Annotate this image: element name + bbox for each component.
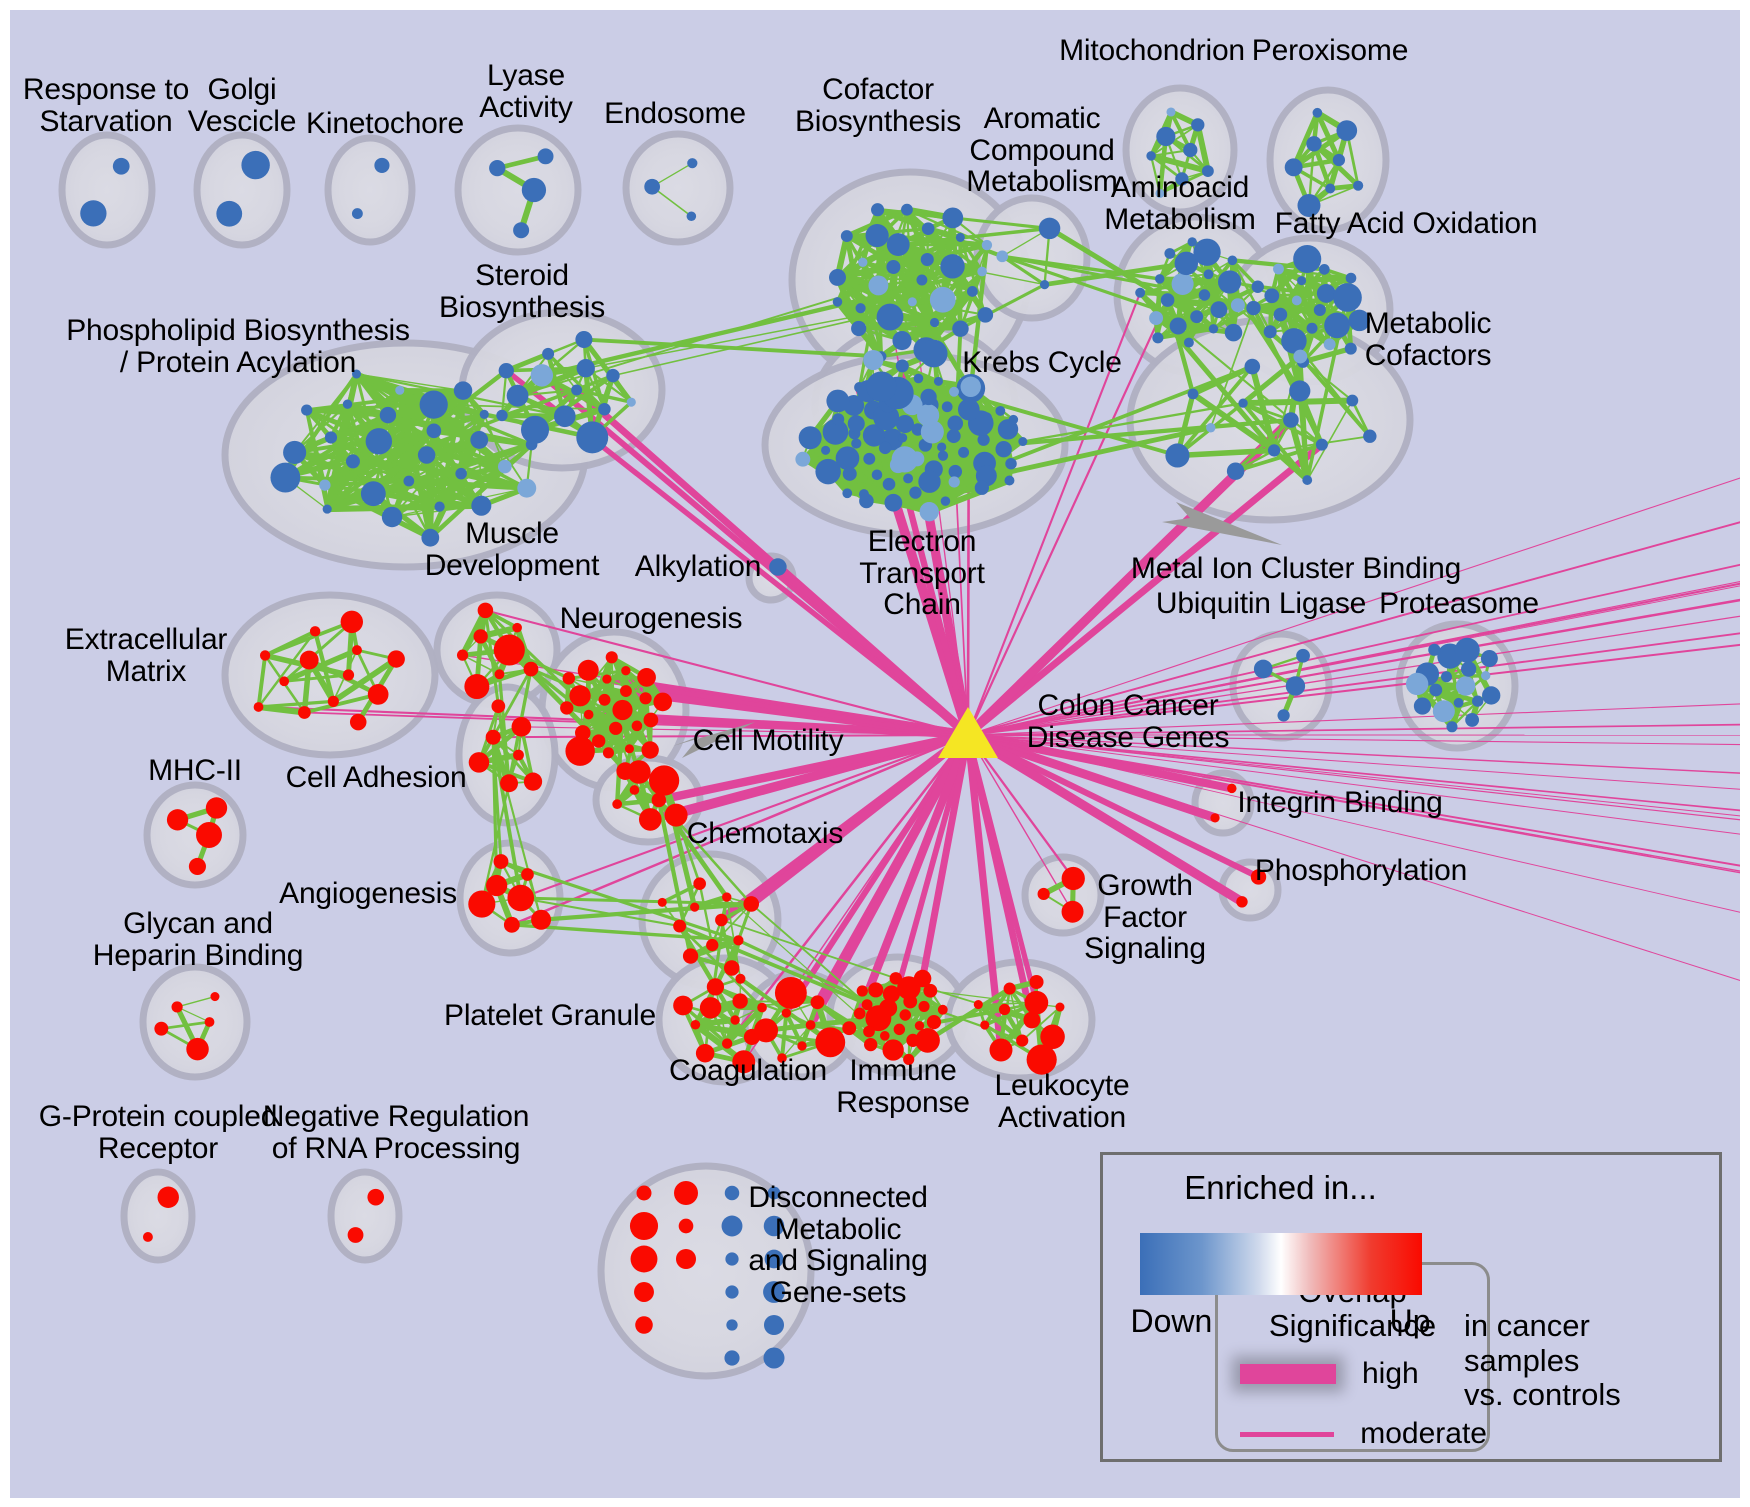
cluster-label-glycan-heparin-binding: Glycan and Heparin Binding <box>92 907 304 972</box>
cluster-label-disconnected-gene-sets: Disconnected Metabolic and Signaling Gen… <box>748 1181 928 1309</box>
moderate-significance-swatch <box>1240 1431 1335 1437</box>
network-canvas: Response to Starvation Golgi Vescicle Kine… <box>10 10 1740 1498</box>
enrichment-legend-side-text: in cancer samples vs. controls <box>1464 1307 1621 1413</box>
cluster-label-chemotaxis: Chemotaxis <box>686 817 844 850</box>
cluster-label-peroxisome: Peroxisome <box>1251 34 1409 67</box>
overlap-significance-legend: Overlap Significance high moderate <box>1215 1262 1490 1452</box>
high-significance-swatch <box>1240 1364 1336 1385</box>
enrichment-legend: Enriched in... Down Up in cancer samples… <box>1100 1152 1722 1462</box>
cluster-label-muscle-development: Muscle Development <box>424 517 600 582</box>
scale-high-label: Up <box>1389 1303 1431 1339</box>
cluster-label-mitochondrion: Mitochondrion <box>1059 34 1245 67</box>
cluster-label-phospholipid-biosynthesis: Phospholipid Biosynthesis / Protein Acyl… <box>66 314 410 379</box>
cluster-label-endosome: Endosome <box>604 97 746 130</box>
cluster-label-neurogenesis: Neurogenesis <box>559 602 743 635</box>
high-significance-label: high <box>1362 1357 1419 1391</box>
enrichment-color-scale <box>1139 1233 1422 1295</box>
cluster-label-platelet-granule: Platelet Granule <box>444 999 656 1032</box>
annotation-arrows <box>673 502 1282 758</box>
cluster-label-cofactor-biosynthesis: Cofactor Biosynthesis <box>794 73 962 138</box>
cluster-label-cell-adhesion: Cell Adhesion <box>285 761 467 794</box>
cluster-label-g-protein-coupled-receptor: G-Protein coupled Receptor <box>38 1100 278 1165</box>
cluster-label-coagulation: Coagulation <box>669 1054 827 1087</box>
cluster-label-aminoacid-metabolism: Aminoacid Metabolism <box>1104 171 1256 236</box>
cluster-label-lyase-activity: Lyase Activity <box>479 59 573 124</box>
hub-triangle[interactable] <box>938 707 998 758</box>
cluster-label-metabolic-cofactors: Metabolic Cofactors <box>1364 307 1492 372</box>
network-graph <box>58 84 1740 1380</box>
cluster-label-alkylation: Alkylation <box>634 550 762 583</box>
hub-label: Colon Cancer Disease Genes <box>1026 689 1230 754</box>
cluster-label-response-to-starvation: Response to Starvation <box>22 73 190 138</box>
cluster-label-negative-regulation-rna-processing: Negative Regulation of RNA Processing <box>262 1100 530 1165</box>
gene-set-nodes <box>80 107 1501 1369</box>
cluster-label-proteasome: Proteasome <box>1379 587 1539 620</box>
cluster-label-leukocyte-activation: Leukocyte Activation <box>994 1069 1130 1134</box>
cluster-label-aromatic-compound-metabolism: Aromatic Compound Metabolism <box>966 102 1118 198</box>
hub-edges <box>257 291 1740 1063</box>
cluster-label-mhc-ii: MHC-II <box>148 754 242 787</box>
moderate-significance-label: moderate <box>1360 1417 1487 1451</box>
cluster-label-immune-response: Immune Response <box>836 1054 970 1119</box>
legend-row-high: high <box>1218 1357 1487 1391</box>
enrichment-legend-title: Enriched in... <box>1184 1169 1377 1206</box>
scale-low-label: Down <box>1130 1303 1213 1339</box>
cluster-label-fatty-acid-oxidation: Fatty Acid Oxidation <box>1274 207 1538 240</box>
annotation-metal-ion-cluster-binding: Metal Ion Cluster Binding <box>1130 552 1462 585</box>
legend-row-moderate: moderate <box>1218 1417 1487 1451</box>
cluster-label-electron-transport-chain: Electron Transport Chain <box>859 525 985 621</box>
cluster-label-krebs-cycle: Krebs Cycle <box>962 346 1122 379</box>
cluster-label-kinetochore: Kinetochore <box>306 107 464 140</box>
annotation-cell-motility: Cell Motility <box>692 724 844 757</box>
cluster-label-angiogenesis: Angiogenesis <box>279 877 457 910</box>
cluster-label-phosphorylation: Phosphorylation <box>1254 854 1468 887</box>
cluster-label-extracellular-matrix: Extracellular Matrix <box>64 623 228 688</box>
cluster-label-steroid-biosynthesis: Steroid Biosynthesis <box>438 259 606 324</box>
cluster-label-ubiquitin-ligase: Ubiquitin Ligase <box>1155 587 1367 620</box>
cluster-label-golgi-vescicle: Golgi Vescicle <box>187 73 297 138</box>
cluster-label-integrin-binding: Integrin Binding <box>1237 786 1443 819</box>
cluster-label-growth-factor-signaling: Growth Factor Signaling <box>1084 869 1206 965</box>
